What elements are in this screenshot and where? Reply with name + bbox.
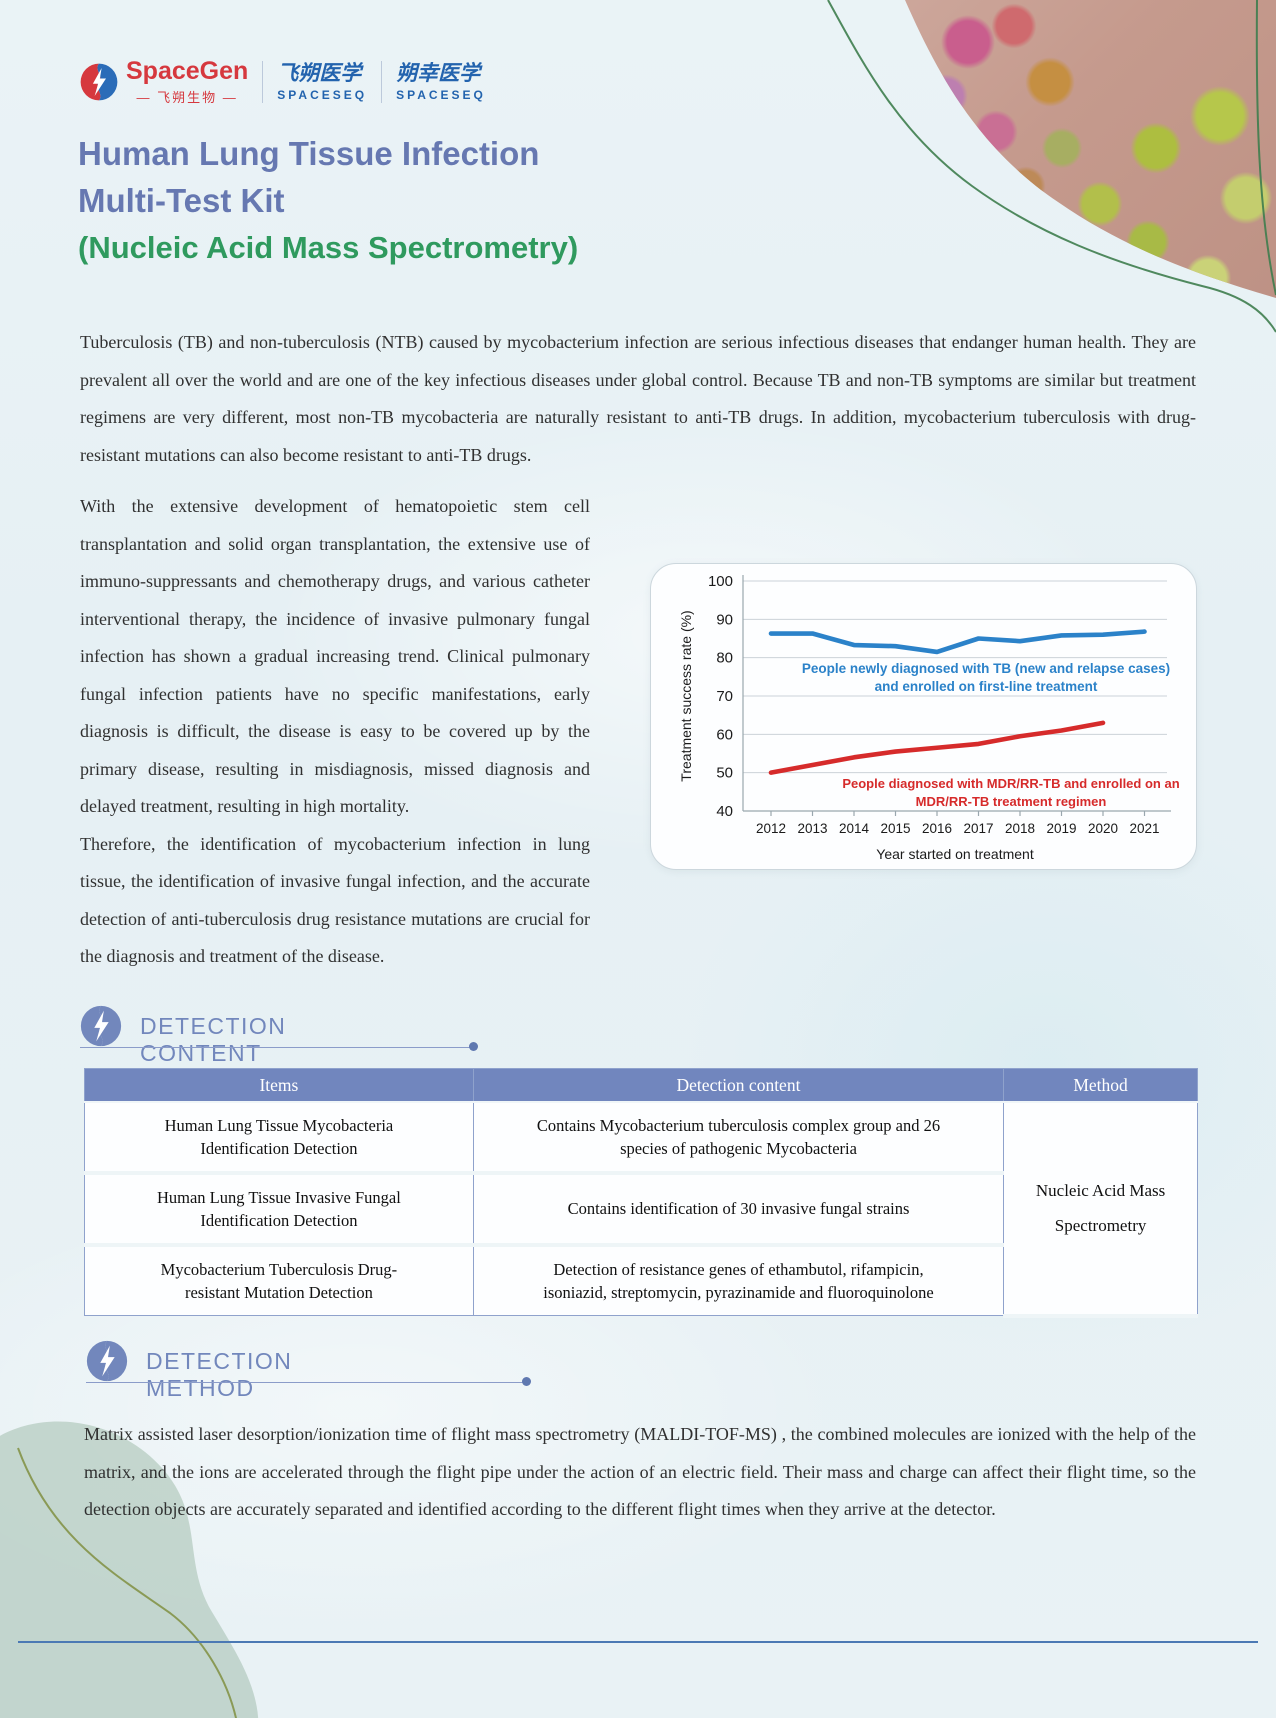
chart-card: 100 90 80 70 60 50 40 2012 2013 2014 2015 2016 2017 2… — [650, 563, 1197, 870]
footer-rule — [18, 1641, 1258, 1643]
svg-text:2015: 2015 — [880, 821, 910, 836]
svg-text:2020: 2020 — [1088, 821, 1118, 836]
brand-spaceseq-1: 飞朔医学 SPACESEQ — [277, 62, 367, 101]
svg-text:Year started on treatment: Year started on treatment — [876, 846, 1034, 862]
brand-spaceseq-2: 朔幸医学 SPACESEQ — [396, 62, 486, 101]
brand-divider — [381, 61, 383, 103]
detection-table: Items Detection content Method Human Lun… — [84, 1068, 1198, 1318]
method-cell: Nucleic Acid Mass Spectrometry — [1003, 1101, 1198, 1318]
item-cell: Mycobacterium Tuberculosis Drug-resistan… — [84, 1244, 474, 1316]
svg-text:2012: 2012 — [756, 821, 786, 836]
svg-text:2018: 2018 — [1005, 821, 1035, 836]
left-column: With the extensive development of hemato… — [80, 488, 590, 976]
section-underline — [86, 1377, 531, 1386]
table-header-row: Items Detection content Method — [84, 1068, 1198, 1103]
body-paragraph-2: Therefore, the identification of mycobac… — [80, 833, 590, 967]
svg-text:100: 100 — [708, 573, 733, 590]
svg-text:2017: 2017 — [963, 821, 993, 836]
brand-en-label: SPACESEQ — [396, 87, 486, 102]
body-paragraph-1: With the extensive development of hemato… — [80, 496, 590, 816]
brand-divider — [262, 61, 264, 103]
microbe-illustration — [800, 0, 1276, 345]
content-cell: Contains identification of 30 invasive f… — [472, 1172, 1005, 1247]
brand-cn-label: 飞朔医学 — [277, 62, 362, 86]
item-cell: Human Lung Tissue Invasive Fungal Identi… — [84, 1172, 474, 1247]
spacegen-logo-icon — [80, 63, 118, 101]
series-label-mdr: People diagnosed with MDR/RR-TB and enro… — [842, 776, 1180, 809]
brand-subname: — 飞朔生物 — — [136, 89, 238, 105]
svg-text:2016: 2016 — [922, 821, 952, 836]
svg-text:40: 40 — [716, 803, 733, 820]
series-label-tb: People newly diagnosed with TB (new and … — [801, 661, 1171, 695]
page-title-line2: Multi-Test Kit — [78, 182, 285, 219]
bolt-circle-icon — [86, 1340, 128, 1382]
svg-text:2021: 2021 — [1129, 821, 1159, 836]
svg-text:70: 70 — [716, 688, 733, 705]
svg-text:2019: 2019 — [1046, 821, 1076, 836]
column-header-method: Method — [1003, 1068, 1198, 1103]
brand-header: SpaceGen — 飞朔生物 — 飞朔医学 SPACESEQ 朔幸医学 SPA… — [78, 56, 486, 108]
page-title: Human Lung Tissue Infection Multi-Test K… — [78, 130, 578, 271]
svg-text:2014: 2014 — [839, 821, 870, 836]
svg-text:50: 50 — [716, 765, 733, 782]
table-row: Human Lung Tissue Invasive Fungal Identi… — [84, 1172, 1198, 1247]
column-header-detection-content: Detection content — [472, 1068, 1005, 1103]
content-cell: Detection of resistance genes of ethambu… — [472, 1244, 1005, 1316]
svg-text:Treatment success rate (%): Treatment success rate (%) — [678, 610, 694, 781]
intro-paragraph: Tuberculosis (TB) and non-tuberculosis (… — [80, 332, 1196, 465]
brand-name: SpaceGen — [126, 56, 249, 85]
brand-en-label: SPACESEQ — [277, 87, 368, 102]
underline-dot — [469, 1042, 478, 1051]
section-title: DETECTION METHOD — [146, 1348, 293, 1401]
table-row: Human Lung Tissue Mycobacteria Identific… — [84, 1101, 1198, 1318]
svg-text:80: 80 — [716, 650, 733, 667]
column-header-items: Items — [84, 1068, 474, 1103]
section-underline — [80, 1042, 478, 1051]
method-paragraph: Matrix assisted laser desorption/ionizat… — [84, 1424, 1196, 1519]
svg-text:60: 60 — [716, 726, 733, 743]
underline-dot — [522, 1377, 531, 1386]
item-cell: Human Lung Tissue Mycobacteria Identific… — [84, 1101, 474, 1175]
brand-text: SpaceGen — 飞朔生物 — — [126, 56, 249, 106]
section-title: DETECTION CONTENT — [140, 1013, 287, 1066]
page-title-line1: Human Lung Tissue Infection — [78, 135, 540, 172]
svg-text:90: 90 — [716, 611, 733, 628]
page-title-line3: (Nucleic Acid Mass Spectrometry) — [78, 230, 579, 265]
content-cell: Contains Mycobacterium tuberculosis comp… — [472, 1101, 1005, 1175]
brand-cn-label: 朔幸医学 — [396, 62, 481, 86]
bolt-circle-icon — [80, 1005, 122, 1047]
table-row: Mycobacterium Tuberculosis Drug-resistan… — [84, 1244, 1198, 1316]
treatment-success-chart: 100 90 80 70 60 50 40 2012 2013 2014 2015 2016 2017 2… — [678, 573, 1171, 862]
svg-text:2013: 2013 — [797, 821, 827, 836]
